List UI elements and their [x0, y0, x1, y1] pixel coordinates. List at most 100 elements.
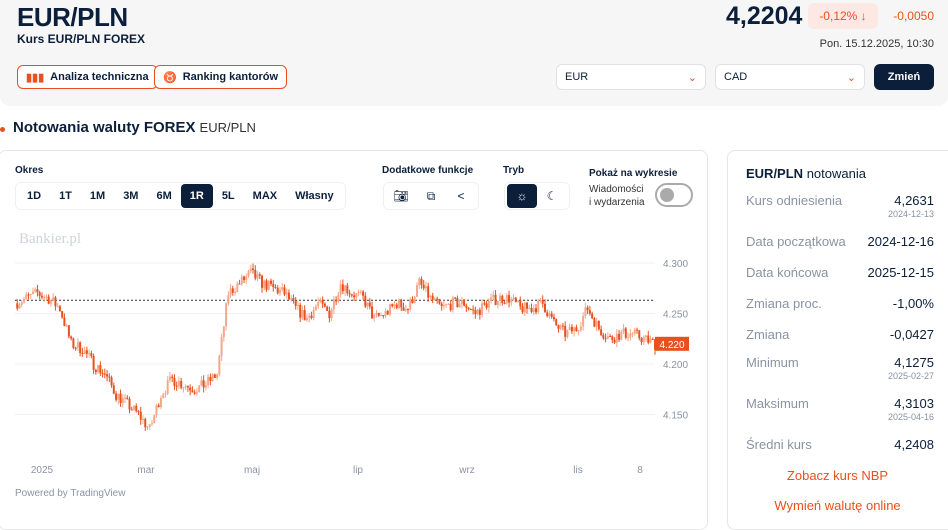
candle: [296, 300, 299, 311]
candle: [245, 273, 248, 284]
candle: [472, 305, 475, 315]
nbp-rate-link[interactable]: Zobacz kurs NBP: [786, 468, 889, 483]
x-tick-label: lip: [353, 465, 363, 476]
candle: [420, 276, 423, 289]
period-3m[interactable]: 3M: [123, 190, 139, 202]
exchange-ranking-button[interactable]: ♉ Ranking kantorów: [154, 65, 288, 89]
candle: [229, 283, 232, 299]
candle: [503, 300, 506, 305]
candle: [287, 289, 290, 301]
current-price: 4,2204: [726, 2, 803, 30]
candle: [575, 324, 578, 332]
candle: [371, 301, 374, 319]
candle: [222, 326, 225, 342]
period-max[interactable]: MAX: [252, 190, 278, 202]
candle: [243, 275, 246, 284]
candle: [218, 354, 221, 377]
moon-icon[interactable]: ☾: [546, 189, 558, 203]
section-pair: EUR/PLN: [199, 120, 256, 135]
candle: [456, 295, 459, 308]
candle: [317, 297, 320, 310]
candle: [523, 302, 526, 317]
candle: [112, 382, 115, 395]
sun-icon[interactable]: ☼: [507, 184, 537, 208]
to-currency-select[interactable]: CAD ⌄: [715, 64, 865, 90]
page-title: EUR/PLN: [17, 2, 128, 32]
period-1r[interactable]: 1R: [180, 184, 213, 208]
candle: [512, 294, 515, 301]
candle: [198, 384, 201, 393]
candle: [501, 294, 504, 306]
candle: [584, 302, 587, 319]
change-button[interactable]: Zmień: [874, 64, 934, 90]
candle: [454, 296, 457, 300]
candle: [274, 284, 277, 289]
candle: [406, 308, 409, 314]
period-1d[interactable]: 1D: [27, 190, 42, 202]
candle: [451, 295, 454, 313]
copy-icon[interactable]: ⧉: [426, 189, 436, 203]
candle: [404, 304, 407, 312]
candle: [519, 296, 522, 310]
candle: [355, 293, 358, 302]
candle: [225, 302, 228, 331]
candle: [485, 300, 488, 310]
candle: [90, 350, 93, 359]
button-label: Ranking kantorów: [182, 71, 279, 83]
candle: [481, 299, 484, 318]
candle: [638, 329, 641, 341]
candle: [186, 385, 189, 392]
share-icon[interactable]: <: [457, 189, 465, 203]
period-label: Okres: [15, 165, 44, 176]
technical-analysis-button[interactable]: ▮▮▮ Analiza techniczna: [17, 65, 158, 89]
period-6m[interactable]: 6M: [156, 190, 172, 202]
candle: [375, 309, 378, 318]
candle: [263, 279, 266, 291]
period-1t[interactable]: 1T: [59, 190, 72, 202]
candle: [99, 361, 102, 376]
candle: [611, 335, 614, 344]
price-chart[interactable]: 4.300 4.250 4.200 4.150 2025 mar maj lip wrz lis 8…: [0, 245, 710, 480]
candle: [559, 324, 562, 331]
change-pct-badge: -0,12% ↓: [808, 3, 878, 29]
candle: [398, 298, 400, 310]
candle: [476, 308, 479, 316]
x-tick-label: lis: [573, 465, 582, 476]
candle: [18, 302, 21, 309]
exchange-online-link[interactable]: Wymień walutę online: [774, 498, 901, 513]
period-1m[interactable]: 1M: [89, 190, 106, 202]
candle: [155, 403, 158, 418]
mode-selector: ☼ ☾: [504, 182, 570, 210]
stat-value: 4,1275: [894, 355, 934, 370]
from-currency-select[interactable]: EUR ⌄: [556, 64, 706, 90]
candle: [231, 285, 234, 296]
candle: [505, 293, 508, 305]
candle: [600, 325, 603, 337]
candle: [283, 284, 286, 297]
candle: [651, 337, 654, 340]
y-tick-label: 4.150: [663, 411, 688, 422]
candle: [492, 290, 495, 301]
candle: [346, 282, 349, 296]
period-5l[interactable]: 5L: [221, 190, 235, 202]
candle: [555, 318, 558, 326]
candle: [49, 299, 52, 307]
period-własny[interactable]: Własny: [295, 190, 334, 202]
camera-icon[interactable]: 📷︎: [393, 189, 409, 203]
candle: [193, 389, 196, 395]
candle: [148, 424, 151, 430]
candle: [339, 280, 342, 298]
candle: [609, 333, 612, 338]
powered-by[interactable]: Powered by TradingView: [15, 488, 126, 499]
candle: [299, 302, 302, 323]
candle: [499, 292, 502, 307]
candle: [508, 290, 511, 308]
candle: [119, 389, 122, 407]
candle: [58, 304, 61, 312]
candle: [216, 373, 219, 381]
stat-label: Zmiana proc.: [746, 296, 822, 311]
candle: [326, 305, 329, 311]
news-toggle[interactable]: [655, 183, 693, 207]
candle: [602, 332, 605, 340]
candle: [63, 313, 66, 327]
